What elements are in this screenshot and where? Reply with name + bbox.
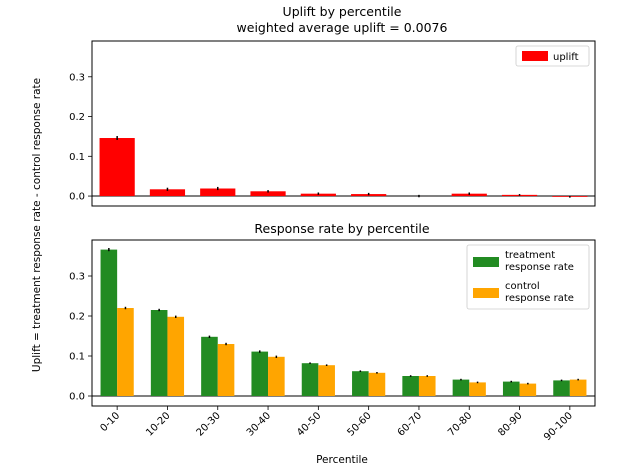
x-tick-label: 40-50 (295, 410, 323, 438)
x-tick-label: 50-60 (345, 410, 373, 438)
x-tick-label: 70-80 (446, 410, 474, 438)
x-tick-label: 90-100 (542, 410, 575, 443)
control-legend-swatch (473, 288, 499, 298)
response-y-tick-label: 0.3 (69, 272, 85, 283)
x-axis-label: Percentile (316, 454, 368, 466)
uplift-plot: 0.0 0.1 0.2 0.3 uplift (69, 40, 596, 207)
response-bar-50-60-s0 (352, 371, 369, 396)
response-y-tick-label: 0.0 (69, 392, 85, 403)
treatment-legend-label: treatment response rate (505, 250, 574, 273)
response-bar-90-100-s0 (553, 380, 570, 396)
x-tick-label: 10-20 (144, 410, 172, 438)
bottom-chart-title: Response rate by percentile (254, 221, 429, 236)
uplift-plot-frame (91, 40, 596, 207)
uplift-y-tick-label: 0.1 (69, 152, 85, 163)
x-tick-label: 0-10 (98, 410, 122, 434)
response-bar-70-80-s0 (452, 379, 470, 396)
response-bar-90-100-s1 (569, 379, 587, 396)
top-chart-title: Uplift by percentile (283, 4, 402, 19)
uplift-bar-0-10-s0 (99, 138, 135, 197)
response-bar-20-30-s0 (201, 336, 218, 396)
response-rate-error-bars (108, 248, 579, 385)
response-bar-60-70-s0 (402, 376, 419, 396)
response-bar-0-10-s0 (100, 249, 118, 396)
uplift-y-tick-label: 0.0 (69, 192, 85, 203)
x-tick-label: 60-70 (396, 410, 424, 438)
uplift-legend: uplift (515, 45, 590, 67)
response-bar-30-40-s1 (268, 356, 285, 396)
uplift-bar-30-40-s0 (250, 191, 286, 197)
uplift-bar-20-30-s0 (200, 188, 236, 197)
response-y-tick-label: 0.2 (69, 312, 85, 323)
uplift-bar-10-20-s0 (149, 189, 186, 197)
uplift-error-bars (116, 136, 571, 198)
response-bar-0-10-s1 (117, 308, 134, 396)
response-bar-80-90-s0 (502, 381, 520, 396)
x-tick-label: 30-40 (245, 410, 273, 438)
response-bar-70-80-s1 (469, 382, 486, 396)
response-bar-40-50-s1 (318, 365, 335, 396)
response-bar-60-70-s1 (418, 376, 436, 396)
uplift-y-ticks: 0.0 0.1 0.2 0.3 (69, 72, 92, 203)
x-tick-label: 20-30 (195, 410, 223, 438)
x-tick-label: 80-90 (496, 410, 524, 438)
response-y-tick-label: 0.1 (69, 352, 85, 363)
top-chart-subtitle: weighted average uplift = 0.0076 (237, 20, 448, 35)
response-rate-plot: 0.0 0.1 0.2 0.3 0-10 10-20 20-30 30-40 40-50 50-… (69, 239, 596, 443)
response-rate-y-ticks: 0.0 0.1 0.2 0.3 (69, 272, 92, 403)
treatment-legend-swatch (473, 257, 499, 267)
response-bar-10-20-s0 (150, 310, 168, 396)
uplift-y-tick-label: 0.2 (69, 112, 85, 123)
response-bar-40-50-s0 (301, 363, 319, 396)
response-rate-bars (92, 249, 595, 397)
response-bar-30-40-s0 (251, 351, 269, 396)
response-bar-80-90-s1 (519, 383, 537, 396)
uplift-legend-label: uplift (553, 52, 579, 63)
uplift-legend-swatch (522, 51, 548, 61)
response-rate-legend: treatment response rate control response r… (466, 244, 590, 310)
response-bar-20-30-s1 (217, 344, 235, 396)
percentile-x-ticks: 0-10 10-20 20-30 30-40 40-50 50-60 60-70 70-80 8… (98, 406, 575, 443)
control-legend-label: control response rate (505, 281, 574, 304)
y-axis-label: Uplift = treatment response rate - contr… (31, 78, 43, 372)
response-rate-plot-frame (91, 239, 596, 407)
uplift-y-tick-label: 0.3 (69, 72, 85, 83)
response-bar-10-20-s1 (167, 316, 185, 396)
response-bar-50-60-s1 (368, 372, 386, 396)
